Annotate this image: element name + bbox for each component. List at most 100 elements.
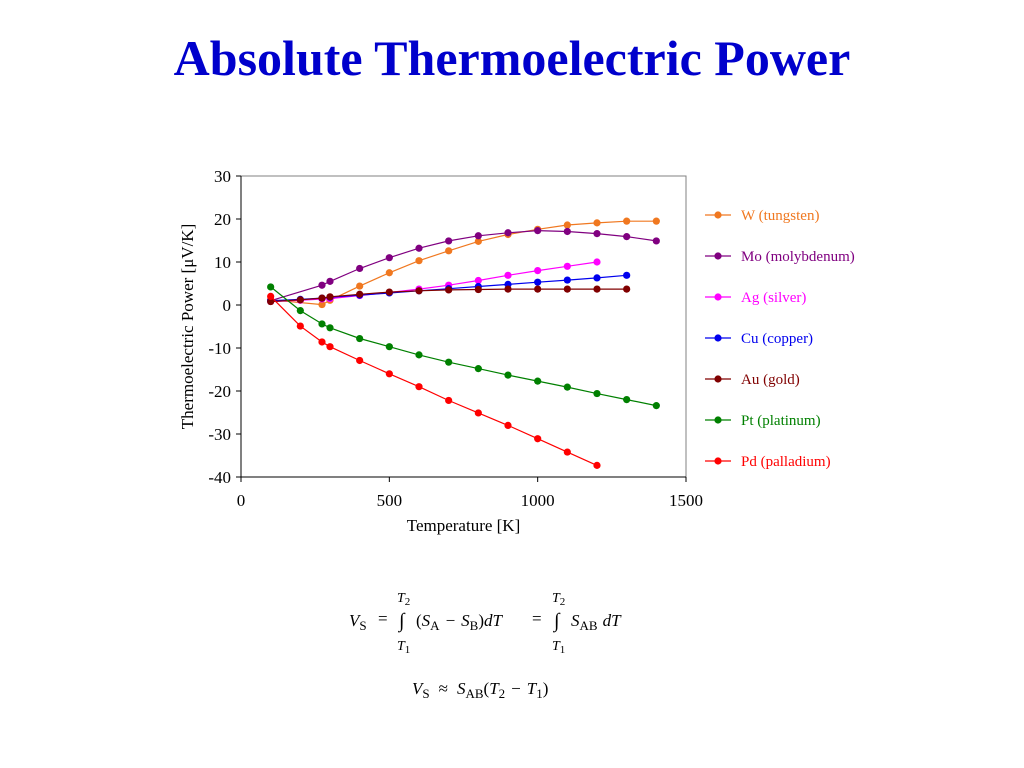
data-point-ag — [534, 267, 542, 275]
data-point-au — [623, 285, 631, 293]
eq1-v: V — [349, 611, 362, 630]
legend-item-pt: Pt (platinum) — [705, 413, 821, 429]
data-point-w — [318, 300, 326, 309]
eq2-v-sub: S — [422, 686, 429, 701]
data-point-pt — [623, 396, 631, 404]
data-point-w — [563, 221, 571, 229]
data-point-au — [593, 285, 601, 293]
series-w — [267, 217, 660, 309]
eq1-int1-lower-sub: 1 — [405, 644, 411, 656]
data-point-mo — [652, 237, 660, 245]
eq1-equals-1: = — [378, 609, 388, 628]
data-point-pd — [267, 292, 275, 300]
data-point-w — [385, 269, 393, 277]
eq1-int2-upper-t: T — [552, 591, 561, 606]
data-point-pt — [504, 371, 512, 379]
data-point-ag — [563, 262, 571, 270]
data-point-mo — [623, 233, 631, 241]
eq2-s: S — [457, 679, 466, 698]
data-point-pd — [326, 343, 334, 351]
legend-marker — [714, 211, 722, 219]
legend: W (tungsten) Mo (molybdenum) Ag (silver) Cu… — [705, 208, 855, 470]
data-point-au — [504, 285, 512, 293]
legend-item-pd: Pd (palladium) — [705, 454, 831, 470]
data-point-au — [267, 297, 275, 306]
eq2-t2-sub: 2 — [499, 686, 506, 701]
data-point-pd — [356, 356, 364, 365]
data-point-mo — [445, 237, 453, 245]
legend-label: Mo (molybdenum) — [741, 249, 855, 265]
data-point-pd — [415, 383, 423, 391]
y-tick-label: 30 — [214, 167, 231, 186]
data-point-au — [318, 294, 326, 302]
eq1-integral-1: ∫ — [397, 610, 406, 633]
svg-text:VS: VS — [349, 611, 367, 633]
data-point-pd — [385, 370, 393, 378]
data-point-ag — [504, 271, 512, 279]
data-point-mo — [504, 229, 512, 237]
y-tick-label: -40 — [208, 468, 231, 487]
data-point-mo — [474, 232, 482, 240]
data-point-au — [563, 285, 571, 293]
data-point-pt — [534, 377, 542, 385]
eq1-v-sub: S — [359, 618, 366, 633]
slide-title: Absolute Thermoelectric Power — [173, 30, 851, 86]
data-point-mo — [534, 227, 542, 235]
eq1-int2-lower-t: T — [552, 639, 561, 654]
data-point-cu — [563, 276, 571, 284]
eq2-approx: ≈ — [439, 679, 448, 698]
eq1-equals-2: = — [532, 609, 542, 628]
eq1-rparen: ) — [478, 611, 484, 630]
data-point-w — [652, 217, 660, 225]
y-axis-ticks: 30 20 10 0 -10 -20 -30 -40 — [208, 167, 241, 487]
data-point-pd — [474, 409, 482, 417]
series-layer — [267, 217, 660, 469]
svg-text:T1: T1 — [397, 639, 410, 656]
eq1-integral-2: ∫ — [552, 610, 561, 633]
data-point-au — [356, 290, 364, 298]
data-point-mo — [563, 227, 571, 236]
data-point-au — [385, 288, 393, 296]
data-point-pt — [474, 365, 482, 373]
data-point-mo — [593, 230, 601, 238]
eq1-int2-upper-sub: 2 — [560, 596, 566, 608]
data-point-pd — [296, 322, 304, 330]
data-point-pt — [652, 402, 660, 410]
data-point-au — [415, 287, 423, 295]
equation-seebeck-approx: VS ≈ SAB(T2− T1) — [412, 679, 548, 701]
legend-item-w: W (tungsten) — [705, 208, 819, 224]
eq2-minus: − — [511, 679, 521, 698]
eq2-lparen: ( — [484, 679, 490, 698]
data-point-pt — [267, 283, 275, 291]
x-tick-label: 1000 — [521, 491, 555, 510]
data-point-w — [623, 217, 631, 225]
eq2-v: V — [412, 679, 425, 698]
data-point-w — [593, 219, 601, 227]
x-tick-label: 1500 — [669, 491, 703, 510]
legend-marker — [714, 375, 722, 383]
legend-marker — [714, 293, 722, 301]
legend-label: Pd (palladium) — [741, 454, 831, 470]
legend-label: Pt (platinum) — [741, 413, 821, 429]
data-point-pt — [593, 389, 601, 398]
x-axis-ticks: 0 500 1000 1500 — [237, 477, 703, 510]
data-point-mo — [318, 281, 326, 289]
eq1-int1-upper-t: T — [397, 591, 406, 606]
data-point-pt — [385, 343, 393, 351]
data-point-pd — [445, 396, 453, 405]
eq1-s-ab: S — [571, 611, 580, 630]
y-axis-title: Thermoelectric Power [μV/K] — [178, 224, 197, 429]
eq2-t2: T — [489, 679, 500, 698]
x-tick-label: 500 — [377, 491, 403, 510]
eq1-t: T — [493, 611, 504, 630]
series-pt — [267, 283, 660, 410]
data-point-pt — [563, 383, 571, 391]
data-point-pd — [318, 338, 326, 346]
data-point-au — [445, 286, 453, 294]
legend-item-mo: Mo (molybdenum) — [705, 249, 855, 265]
eq2-t1: T — [527, 679, 538, 698]
svg-text:T2: T2 — [397, 591, 410, 608]
legend-item-ag: Ag (silver) — [705, 290, 806, 306]
